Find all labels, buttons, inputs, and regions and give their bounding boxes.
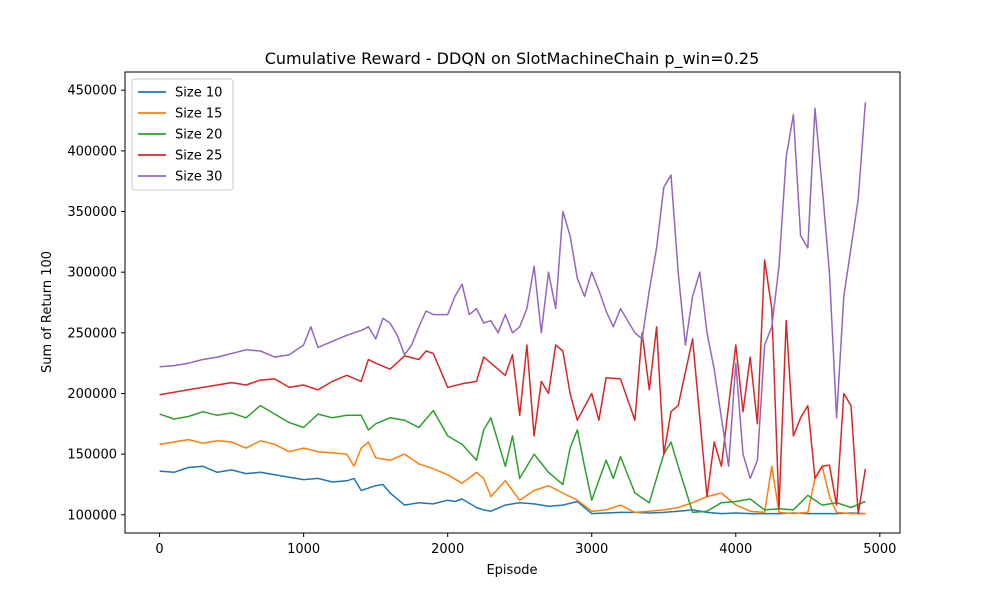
- x-tick-label: 1000: [287, 542, 320, 557]
- y-tick-label: 350000: [67, 205, 117, 220]
- legend-label-size-20: Size 20: [175, 128, 222, 143]
- y-tick-label: 100000: [67, 508, 117, 523]
- legend-label-size-10: Size 10: [175, 86, 222, 101]
- axes: 0 1000 2000 3000 4000 5000 100000 150000 200000 2…: [67, 71, 901, 557]
- y-tick-label: 150000: [67, 448, 117, 463]
- plot-area: [159, 102, 867, 515]
- legend-label-size-25: Size 25: [175, 149, 222, 164]
- x-tick-label: 0: [155, 542, 163, 557]
- y-tick-label: 250000: [67, 326, 117, 341]
- legend-box: [131, 78, 234, 191]
- x-tick-label: 2000: [431, 542, 464, 557]
- y-tick-label: 400000: [67, 144, 117, 159]
- chart-title: Cumulative Reward - DDQN on SlotMachineC…: [265, 49, 760, 69]
- series-line-size-10: [159, 465, 866, 515]
- series-line-size-25: [159, 259, 867, 515]
- series-line-size-15: [159, 438, 866, 515]
- y-tick-label: 450000: [67, 84, 117, 99]
- legend: Size 10 Size 15 Size 20 Size 25 Size 30: [131, 78, 234, 191]
- x-tick-label: 4000: [719, 542, 752, 557]
- y-tick-label: 300000: [67, 266, 117, 281]
- axes-frame: [124, 71, 901, 534]
- y-axis-label: Sum of Return 100: [40, 251, 55, 373]
- legend-label-size-15: Size 15: [175, 107, 222, 122]
- series-line-size-20: [159, 404, 866, 514]
- x-axis-label: Episode: [486, 563, 537, 578]
- series-line-size-30: [159, 102, 867, 480]
- x-tick-label: 3000: [575, 542, 608, 557]
- legend-label-size-30: Size 30: [175, 170, 222, 185]
- y-tick-label: 200000: [67, 387, 117, 402]
- x-tick-label: 5000: [863, 542, 896, 557]
